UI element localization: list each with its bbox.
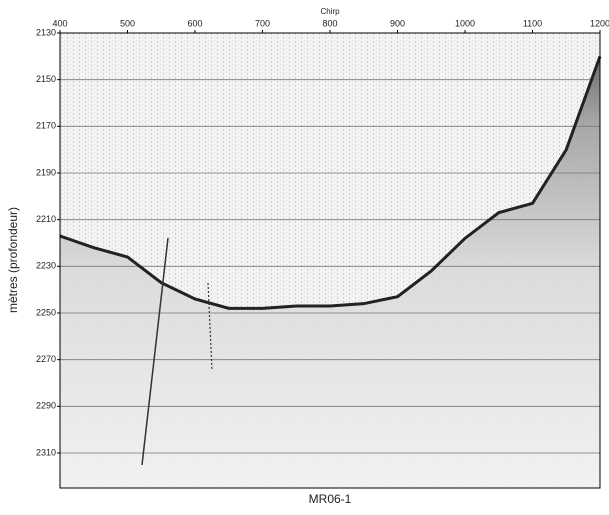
y-tick-label: 2170	[36, 121, 56, 131]
fault-line	[141, 237, 169, 466]
seafloor-line	[59, 55, 602, 310]
y-tick-label: 2230	[36, 261, 56, 271]
x-tick-label: 1000	[455, 18, 475, 28]
x-tick-label: 700	[255, 18, 270, 28]
x-axis-label: Chirp	[320, 7, 340, 16]
y-tick-label: 2270	[36, 354, 56, 364]
x-tick-label: 600	[187, 18, 202, 28]
y-tick-label: 2130	[36, 27, 56, 37]
chart-title: MR06-1	[309, 492, 352, 506]
y-tick-label: 2310	[36, 447, 56, 457]
sediment-texture	[60, 56, 600, 488]
x-tick-label: 500	[120, 18, 135, 28]
y-tick-label: 2210	[36, 214, 56, 224]
x-tick-label: 1100	[523, 18, 542, 28]
x-tick-label: 900	[390, 18, 405, 28]
plot-border	[59, 32, 601, 489]
fault-line	[207, 282, 213, 371]
y-tick-label: 2150	[36, 74, 56, 84]
y-tick-label: 2290	[36, 401, 56, 411]
y-axis-label: mètres (profondeur)	[6, 207, 20, 313]
y-tick-label: 2250	[36, 307, 56, 317]
x-tick-label: 800	[322, 18, 337, 28]
y-tick-label: 2190	[36, 167, 56, 177]
x-tick-label: 1200	[590, 18, 609, 28]
x-tick-label: 400	[52, 18, 67, 28]
